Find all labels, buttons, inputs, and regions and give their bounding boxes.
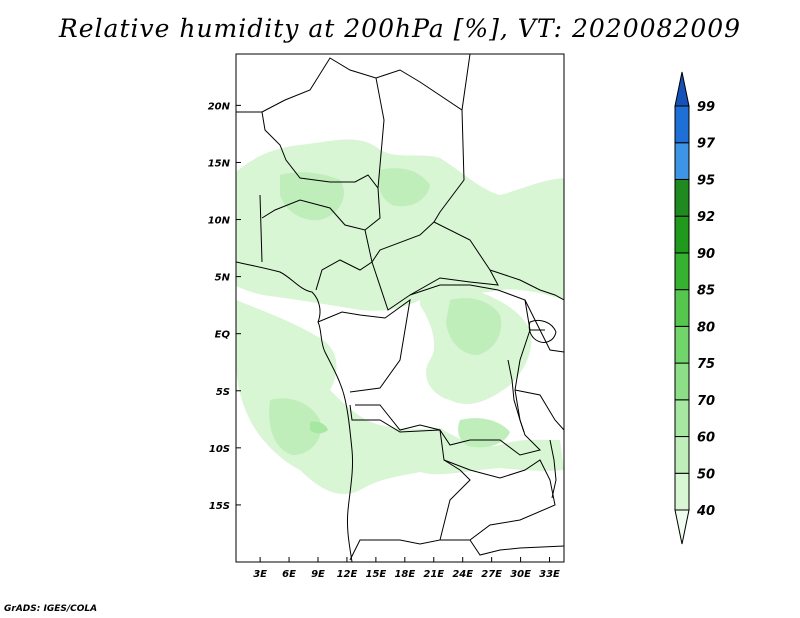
- lat-tick-label: 15S: [209, 501, 230, 512]
- lon-tick-label: 15E: [366, 569, 387, 580]
- lon-tick-label: 30E: [510, 569, 531, 580]
- humidity-patch-light-1: [280, 172, 344, 221]
- border-angola: [349, 404, 471, 561]
- colorbar-segment: [674, 215, 690, 254]
- humidity-patch-light-4: [269, 398, 321, 455]
- colorbar-segment: [674, 399, 690, 438]
- lake-victoria: [528, 319, 557, 343]
- lat-tick-label: 10N: [208, 216, 231, 227]
- dry-region-center: [370, 324, 427, 392]
- border-north-2: [375, 54, 471, 111]
- lon-tick-label: 3E: [253, 569, 267, 580]
- colorbar-label: 95: [697, 173, 715, 188]
- colorbar-segment: [674, 105, 690, 144]
- border-car: [371, 221, 499, 311]
- dry-region-north: [236, 54, 564, 192]
- colorbar-segment: [674, 362, 690, 401]
- colorbar-segment: [674, 472, 690, 511]
- colorbar-label: 80: [697, 320, 715, 335]
- humidity-field: [236, 54, 564, 562]
- humidity-patch-light-2: [378, 168, 430, 207]
- colorbar-segment: [674, 289, 690, 327]
- lon-tick-label: 18E: [394, 569, 415, 580]
- colorbar-label: 92: [697, 210, 715, 225]
- grads-credit: GrADS: IGES/COLA: [4, 604, 98, 614]
- chart-title: Relative humidity at 200hPa [%], VT: 202…: [58, 14, 742, 43]
- colorbar-arrow-high: [674, 71, 690, 107]
- colorbar-label: 70: [697, 394, 715, 409]
- coastline-west: [236, 261, 353, 562]
- colorbar-label: 50: [697, 467, 715, 482]
- lat-tick-label: 20N: [208, 101, 231, 112]
- lat-tick-label: EQ: [215, 330, 231, 341]
- lat-tick-label: 15N: [208, 158, 231, 169]
- colorbar-segment: [674, 436, 690, 474]
- colorbar-label: 85: [697, 284, 715, 299]
- lon-tick-label: 33E: [539, 569, 560, 580]
- boundaries: [236, 54, 564, 562]
- colorbar-segment: [674, 178, 690, 217]
- colorbar: 40 50 60 70 75 80 85 90 92 95 97 99: [674, 71, 716, 545]
- colorbar-segment: [674, 252, 690, 291]
- lake-tanganyika: [507, 359, 525, 433]
- colorbar-label: 60: [697, 431, 715, 446]
- colorbar-arrow-low: [674, 509, 690, 545]
- latitude-axis: 20N 15N 10N 5N EQ 5S 10S 15S: [208, 101, 241, 512]
- colorbar-label: 75: [697, 357, 715, 372]
- dry-region-south: [236, 472, 564, 562]
- lake-malawi: [549, 439, 557, 499]
- border-east-1: [489, 269, 564, 301]
- longitude-axis: 3E 6E 9E 12E 15E 18E 21E 24E 27E 30E 33E: [253, 557, 560, 580]
- lat-tick-label: 5S: [216, 387, 230, 398]
- colorbar-segment: [674, 325, 690, 364]
- lon-tick-label: 12E: [337, 569, 358, 580]
- colorbar-label: 90: [697, 247, 715, 262]
- lon-tick-label: 21E: [423, 569, 444, 580]
- humidity-region-west: [236, 300, 564, 494]
- map-frame: [235, 53, 565, 563]
- border-zambia: [440, 459, 556, 541]
- humidity-patch-light-3: [446, 298, 502, 355]
- border-north-1: [236, 57, 385, 190]
- dry-region-east: [532, 298, 564, 431]
- border-east-2: [514, 299, 564, 431]
- lat-tick-label: 10S: [209, 444, 230, 455]
- border-cameroon: [315, 229, 373, 291]
- border-north-3: [433, 109, 465, 223]
- humidity-patch-light-5: [458, 418, 510, 448]
- map-area: [236, 54, 564, 562]
- border-south-east: [469, 539, 564, 556]
- lon-tick-label: 27E: [481, 569, 502, 580]
- humidity-patch-mid: [310, 421, 328, 434]
- lat-tick-label: 5N: [215, 273, 231, 284]
- colorbar-label: 99: [697, 100, 715, 115]
- colorbar-label: 40: [696, 504, 715, 519]
- lon-tick-label: 24E: [452, 569, 473, 580]
- border-drc: [355, 284, 541, 456]
- border-congo: [317, 298, 411, 393]
- colorbar-label: 97: [697, 137, 716, 152]
- colorbar-segment: [674, 142, 690, 180]
- lon-tick-label: 6E: [282, 569, 296, 580]
- lon-tick-label: 9E: [311, 569, 325, 580]
- border-nigeria: [259, 187, 381, 263]
